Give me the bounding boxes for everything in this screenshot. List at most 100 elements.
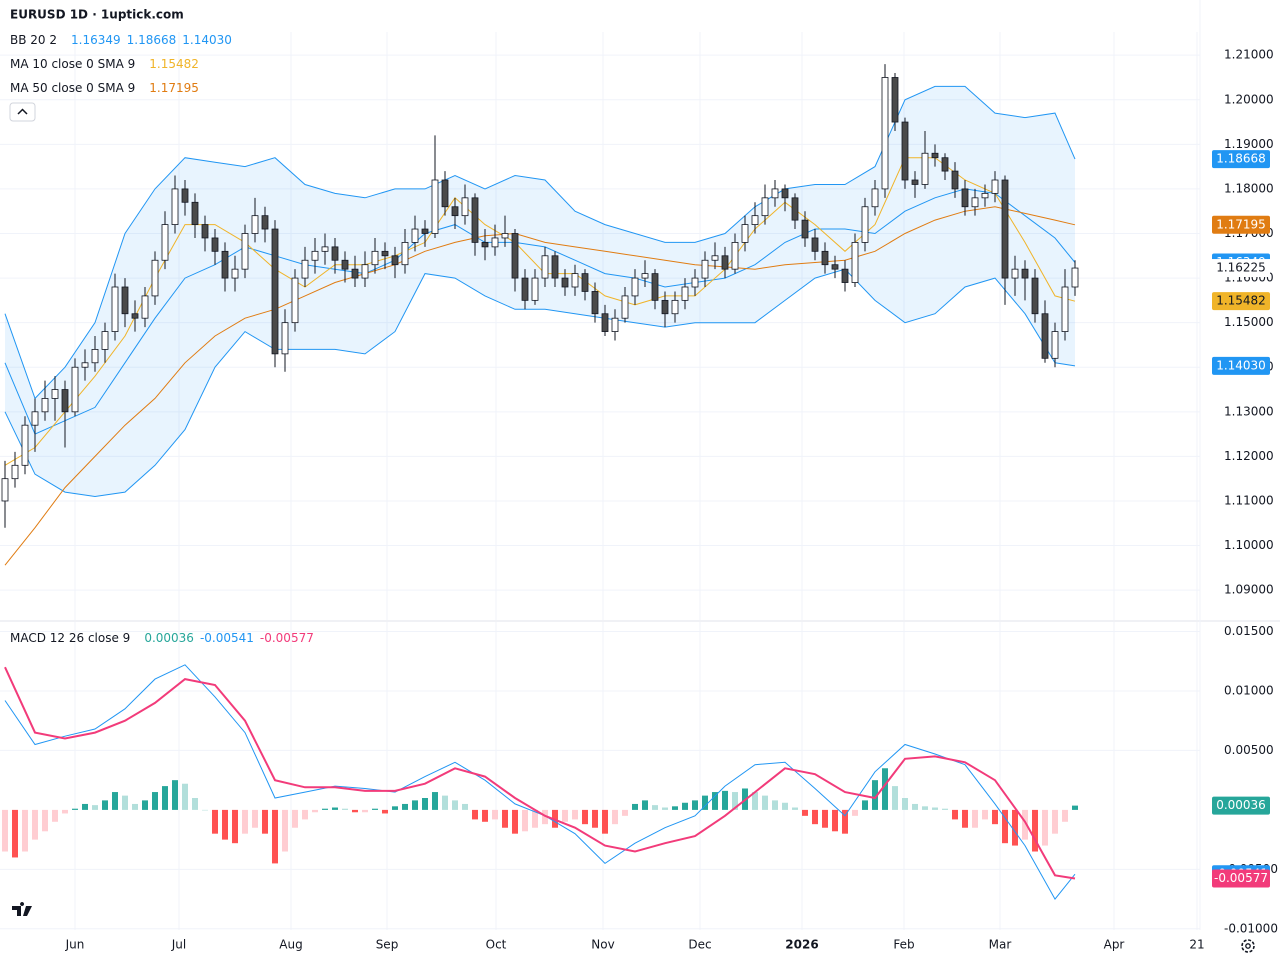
histogram-bar [772,800,778,810]
value-badge-label: -0.00577 [1214,871,1268,885]
histogram-bar [492,809,498,820]
histogram-bar [692,800,698,810]
candle-body [41,398,49,413]
x-tick-label: Mar [989,938,1012,952]
candle-body [361,264,369,279]
logo-mark[interactable] [12,902,32,916]
candle-body [71,366,79,413]
macd-line [4,666,1076,880]
candle-body [811,237,819,252]
candle-body [971,197,979,208]
candle-body [641,273,649,279]
histogram-bar [892,786,898,810]
histogram-bar [722,790,728,810]
histogram-bar [702,795,708,810]
candle-body [281,322,289,355]
value-badge-label: 1.14030 [1216,358,1266,372]
x-tick-label: 21 [1189,938,1204,952]
candle-body [1061,286,1069,332]
histogram-bar [142,800,148,810]
histogram-bar [852,809,858,816]
histogram-bar [652,805,658,810]
histogram-bar [322,808,328,810]
candle-body [371,250,379,266]
value-badge [1212,215,1270,234]
candle-body [1001,179,1009,279]
candle-body [891,77,899,123]
histogram-bar [1032,809,1038,852]
candle-body [551,255,559,279]
histogram-bar [312,809,318,813]
candle-body [781,188,789,199]
histogram-bar [272,809,278,864]
histogram-bar [112,792,118,810]
candle-body [331,246,339,261]
settings-button[interactable] [1241,939,1255,953]
histogram-bar [922,806,928,810]
candle-body [621,295,629,319]
collapse-button[interactable] [9,102,36,122]
histogram-bar [122,795,128,810]
candle-body [21,424,29,466]
histogram-bar [1042,809,1048,846]
histogram-bar [632,803,638,810]
candle-body [731,242,739,270]
histogram-bar [482,809,488,822]
button-frame[interactable] [9,102,36,122]
candle-body [91,349,99,364]
histogram-bar [412,800,418,810]
histogram-bar [1012,809,1018,846]
candle-body [931,152,939,159]
y-tick-label: -0.01000 [1224,921,1278,935]
candle-body [201,224,209,239]
candle-body [521,277,529,301]
histogram-bar [62,809,68,814]
histogram-bar [182,783,188,810]
histogram-bar [192,798,198,810]
candle-body [51,389,59,399]
logo[interactable] [12,902,32,916]
candle-body [141,295,149,319]
x-tick-label: Nov [591,938,614,952]
histogram-bar [422,798,428,810]
candle-body [571,273,579,288]
candle-body [291,277,299,324]
candle-body [941,157,949,172]
candle-body [241,233,249,270]
candle-body [441,179,449,208]
candle-body [791,197,799,221]
histogram-bar [102,800,108,810]
candle-body [391,255,399,266]
histogram-bar [382,809,388,814]
legend-value: 1.16349 [71,33,121,47]
candle-body [951,170,959,190]
histogram-bar [302,809,308,820]
histogram-bar [252,809,258,828]
candle-body [831,264,839,270]
y-tick-label: 0.01500 [1224,624,1274,638]
legend-value: 1.14030 [182,33,232,47]
gear-icon[interactable] [1241,939,1255,953]
histogram-bar [642,800,648,810]
histogram-bar [962,809,968,828]
candle-body [651,273,659,301]
histogram-bar [52,809,58,822]
chevron-icon[interactable] [17,108,28,115]
gear-hub[interactable] [1245,943,1251,949]
legend-label: MACD 12 26 close 9 [10,631,130,645]
histogram-bar [932,807,938,810]
candle-body [681,286,689,301]
histogram-bar [232,809,238,844]
legend-value: 1.17195 [149,81,199,95]
x-tick-label: 2026 [785,938,818,952]
histogram-bar [822,809,828,828]
legend-entry: MACD 12 26 close 9 0.00036 -0.00541 -0.0057… [10,631,314,645]
candle-body [491,237,499,248]
candle-body [311,250,319,261]
candle-body [691,277,699,288]
candle-body [881,77,889,190]
histogram-bar [352,809,358,813]
value-badge [1212,869,1270,888]
candle-body [601,313,609,332]
